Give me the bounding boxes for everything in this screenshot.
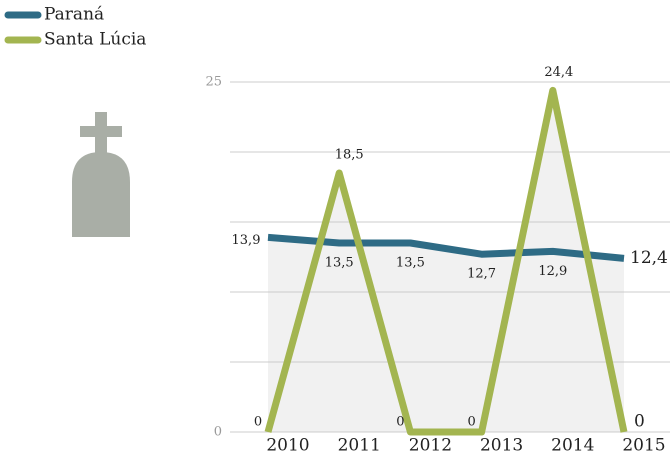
data-label: 13,5 — [396, 256, 425, 271]
y-tick-label: 25 — [205, 75, 222, 90]
data-label: 12,7 — [467, 267, 496, 282]
data-label: 0 — [634, 412, 645, 432]
data-label: 13,9 — [232, 233, 261, 248]
series-line — [267, 233, 625, 262]
y-tick-label: 0 — [214, 425, 222, 440]
series-line — [264, 86, 628, 436]
x-tick-label: 2015 — [622, 436, 665, 455]
x-tick-label: 2013 — [480, 436, 523, 455]
x-tick-label: 2014 — [551, 436, 594, 455]
x-tick-label: 2011 — [338, 436, 381, 455]
data-label: 0 — [254, 415, 262, 430]
data-label: 24,4 — [544, 65, 573, 80]
data-label: 0 — [467, 415, 475, 430]
data-label: 12,4 — [630, 248, 668, 268]
legend-label: Paraná — [44, 5, 104, 25]
x-tick-label: 2012 — [409, 436, 452, 455]
data-label: 13,5 — [325, 256, 354, 271]
tombstone-icon — [72, 112, 130, 237]
data-label: 12,9 — [538, 264, 567, 279]
legend-label: Santa Lúcia — [44, 30, 146, 50]
data-label: 18,5 — [335, 148, 364, 163]
data-label: 0 — [396, 415, 404, 430]
x-tick-label: 2010 — [266, 436, 309, 455]
